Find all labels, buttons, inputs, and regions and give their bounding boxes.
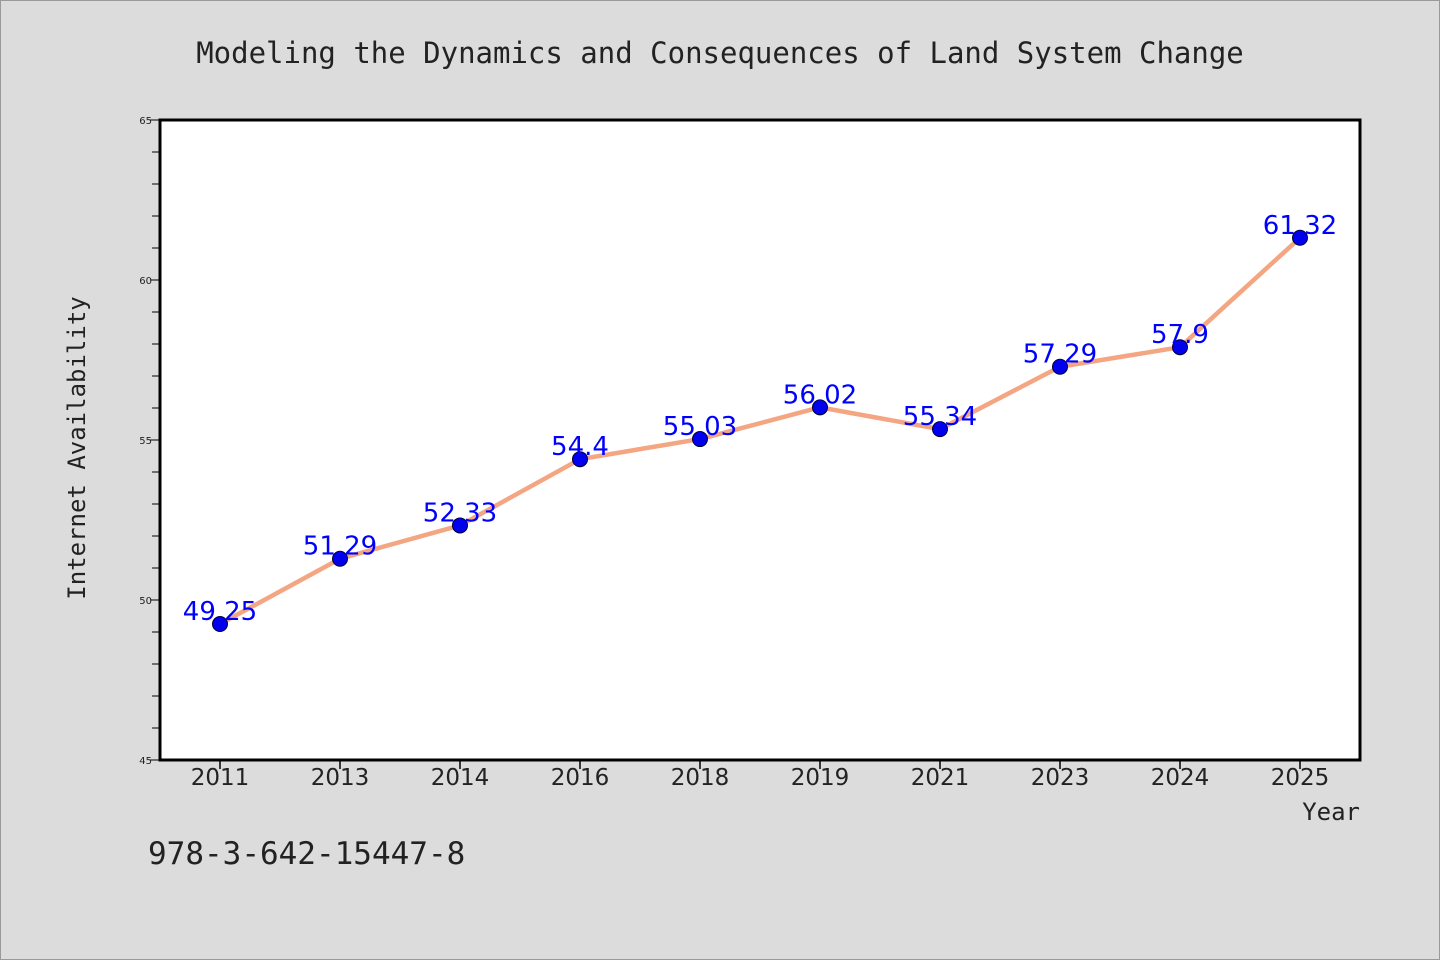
data-label: 49.25 (183, 597, 257, 627)
data-point (932, 421, 948, 438)
x-tick-label: 2011 (191, 765, 250, 791)
data-label: 54.4 (551, 432, 609, 462)
x-tick-label: 2025 (1271, 765, 1330, 791)
plot-area (158, 118, 1362, 762)
data-point (1172, 339, 1188, 356)
y-tick-label: 50 (139, 596, 152, 607)
x-tick-label: 2014 (431, 765, 490, 791)
y-axis-label: Internet Availability (63, 296, 91, 599)
data-point (1292, 229, 1308, 246)
data-label: 57.29 (1023, 340, 1097, 370)
data-label: 55.03 (663, 412, 737, 442)
x-tick-label: 2019 (791, 765, 850, 791)
x-axis: 2011 2013 2014 2016 2018 2019 2021 2023 2024 2025 (191, 760, 1330, 791)
y-tick-label: 55 (139, 436, 152, 447)
series-layer: 49.25 51.29 52.33 54.4 55.03 56.02 55.34 57.29 5… (183, 211, 1337, 632)
data-point (692, 431, 708, 448)
y-tick-label: 60 (139, 276, 152, 287)
chart-title: Modeling the Dynamics and Consequences o… (196, 36, 1244, 70)
data-label: 61.32 (1263, 211, 1337, 241)
data-label: 52.33 (423, 498, 497, 528)
isbn-text: 978-3-642-15447-8 (148, 836, 465, 872)
series-line (217, 235, 1303, 627)
y-axis: 45 50 55 60 65 (139, 116, 160, 767)
x-tick-label: 2023 (1031, 765, 1090, 791)
x-tick-label: 2024 (1151, 765, 1210, 791)
y-tick-label: 65 (139, 116, 152, 127)
data-label: 56.02 (783, 380, 857, 410)
data-point (212, 616, 228, 632)
x-tick-label: 2021 (911, 765, 970, 791)
data-point (452, 517, 468, 534)
x-tick-label: 2018 (671, 765, 730, 791)
data-label: 57.9 (1151, 320, 1209, 350)
data-point (1052, 358, 1068, 375)
data-point (332, 550, 348, 567)
x-axis-label: Year (1302, 798, 1360, 826)
data-label: 55.34 (903, 402, 977, 432)
data-point (572, 451, 588, 468)
y-tick-label: 45 (139, 756, 152, 767)
data-point (812, 399, 828, 416)
x-tick-label: 2013 (311, 765, 370, 791)
x-tick-label: 2016 (551, 765, 610, 791)
data-label: 51.29 (303, 532, 377, 562)
